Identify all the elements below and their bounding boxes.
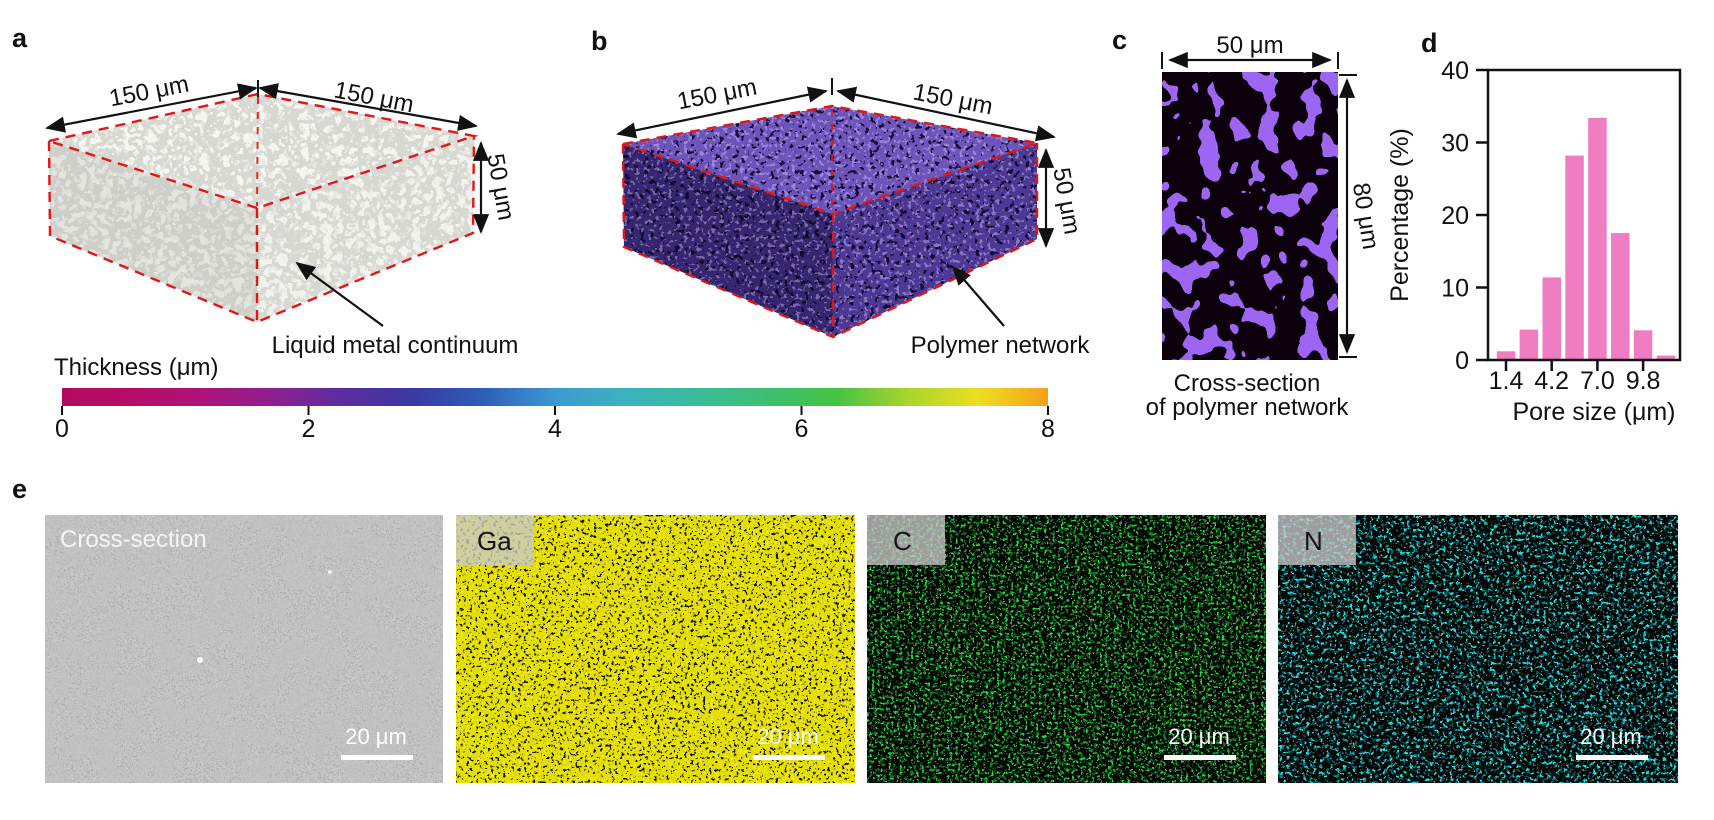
y-axis-label: Percentage (%) [1386, 128, 1414, 302]
eds-map-c: C 20 μm [867, 515, 1266, 783]
element-label-ga: Ga [477, 526, 512, 556]
bar-8.4 [1611, 233, 1630, 360]
bar-2.8 [1519, 329, 1539, 361]
bar-5.6 [1565, 155, 1584, 360]
sem-image-cross-section: Cross-section 20 μm [45, 515, 443, 783]
bar-7 [1588, 117, 1607, 361]
panel-label-d: d [1421, 28, 1438, 58]
panel-label-a: a [12, 23, 28, 53]
scale-bar-label: 20 μm [1580, 724, 1642, 749]
scale-bar-label: 20 μm [1168, 724, 1230, 749]
dim-label-50um: 50 μm [1047, 166, 1085, 237]
bar-1.4 [1496, 351, 1516, 360]
image-label-cross-section: Cross-section [60, 526, 207, 553]
bright-speck [328, 570, 332, 574]
x-tick-label: 9.8 [1626, 367, 1661, 395]
annotation-arrow [295, 261, 384, 327]
scale-bar-label: 20 μm [757, 724, 819, 749]
eds-map-ga: Ga 20 μm [456, 515, 855, 783]
annotation-polymer-network: Polymer network [911, 332, 1091, 359]
colorbar-tick-label: 2 [302, 415, 316, 443]
chart-frame [1486, 68, 1682, 362]
dim-arrow-right [258, 83, 478, 131]
panel-label-b: b [591, 26, 608, 56]
y-tick-label: 0 [1455, 347, 1469, 375]
dim-label-50um: 50 μm [1216, 32, 1283, 59]
eds-mapping-row: e Cross-section 20 μm Ga 20 μm C 20 μm [12, 474, 1678, 783]
liquid-metal-3d-block: 150 μm 150 μm 50 μm Liquid metal continu… [44, 71, 520, 359]
annotation-liquid-metal: Liquid metal continuum [272, 332, 519, 359]
element-label-box [867, 515, 945, 565]
chart-x-ticks: 1.4 4.2 7.0 9.8 [1489, 360, 1661, 395]
bright-speck [197, 657, 203, 663]
pore-size-bar-chart: Percentage (%) 0 10 20 30 40 1.4 4.2 7.0 9.8 Po… [1386, 57, 1682, 426]
bar-11.2 [1656, 355, 1676, 360]
chart-bars [1496, 117, 1676, 361]
colorbar-gradient [62, 388, 1048, 406]
colorbar-tick-label: 8 [1041, 415, 1055, 443]
pore-blobs-texture [1162, 72, 1338, 360]
x-axis-label: Pore size (μm) [1512, 398, 1675, 426]
element-label-box [1278, 515, 1356, 565]
bar-9.8 [1633, 330, 1653, 360]
element-label-box [456, 515, 534, 565]
y-tick-label: 40 [1441, 57, 1469, 85]
scale-bar [1576, 755, 1648, 760]
caption-line-2: of polymer network [1146, 394, 1350, 421]
dim-arrow-left [616, 86, 828, 139]
panel-label-e: e [12, 474, 27, 504]
y-tick-label: 30 [1441, 130, 1469, 158]
dim-label-150um-left: 150 μm [675, 74, 759, 116]
scale-bar [341, 755, 413, 760]
element-label-c: C [893, 526, 912, 556]
colorbar-tick-label: 4 [548, 415, 562, 443]
dim-arrow-right [836, 86, 1056, 142]
y-tick-label: 10 [1441, 275, 1469, 303]
panel-label-c: c [1112, 25, 1127, 55]
colorbar-tick-label: 6 [795, 415, 809, 443]
dim-label-80um: 80 μm [1347, 181, 1384, 252]
x-tick-label: 7.0 [1580, 367, 1615, 395]
eds-map-n: N 20 μm [1278, 515, 1678, 783]
x-tick-label: 4.2 [1534, 367, 1569, 395]
colorbar-title: Thickness (μm) [54, 354, 219, 381]
scale-bar [1164, 755, 1236, 760]
thickness-colorbar: Thickness (μm) 0 2 4 6 8 [54, 354, 1055, 443]
polymer-network-3d-block: 150 μm 150 μm 50 μm Polymer network [616, 74, 1091, 359]
dim-label-150um-left: 150 μm [107, 71, 191, 113]
x-tick-label: 1.4 [1489, 367, 1524, 395]
scale-bar [753, 755, 825, 760]
dim-label-50um: 50 μm [481, 152, 519, 223]
element-label-n: N [1304, 526, 1323, 556]
top-panels: a b c d 150 μm 150 μm 50 μm Liquid metal… [12, 23, 1682, 443]
chart-y-ticks: 0 10 20 30 40 [1441, 57, 1488, 375]
annotation-arrow [951, 265, 1005, 327]
scale-bar-label: 20 μm [345, 724, 407, 749]
polymer-cross-section-panel: 50 μm 80 μm Cross-section of polymer net… [1146, 32, 1384, 421]
y-tick-label: 20 [1441, 202, 1469, 230]
bar-4.2 [1542, 277, 1561, 361]
caption-line-1: Cross-section [1174, 370, 1321, 397]
dim-arrow-left [45, 83, 258, 133]
colorbar-tick-label: 0 [55, 415, 69, 443]
dim-label-150um-right: 150 μm [911, 79, 995, 121]
